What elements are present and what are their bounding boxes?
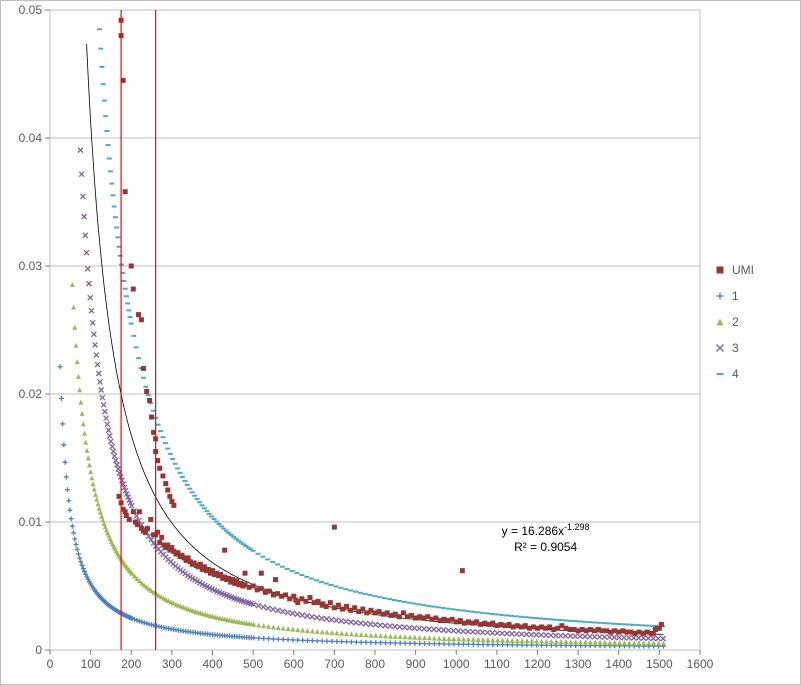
- x-tick-label: 1000: [443, 657, 470, 671]
- y-tick-label: 0: [35, 643, 42, 657]
- series-c4: [90, 0, 665, 626]
- legend-label: UMI: [732, 263, 754, 277]
- plot-border: [50, 10, 700, 650]
- chart-svg: 0 0.01 0.02 0.03 0.04 0.05 0 100 200 300 400 500 600…: [0, 0, 801, 685]
- legend-label: 2: [732, 315, 739, 329]
- series-umi: [117, 18, 664, 636]
- y-tick-label: 0.02: [19, 387, 43, 401]
- x-tick-label: 800: [365, 657, 385, 671]
- x-tick-label: 100: [81, 657, 101, 671]
- x-tick-label: 400: [202, 657, 222, 671]
- x-tick-label: 600: [284, 657, 304, 671]
- x-tick-label: 700: [324, 657, 344, 671]
- x-tick-label: 200: [121, 657, 141, 671]
- legend-label: 3: [732, 341, 739, 355]
- legend-label: 4: [732, 367, 739, 381]
- x-tick-label: 500: [243, 657, 263, 671]
- series-c3: [78, 148, 666, 642]
- y-tick-label: 0.03: [19, 259, 43, 273]
- x-tick-label: 1600: [687, 657, 714, 671]
- x-tick-label: 300: [162, 657, 182, 671]
- y-tick-label: 0.01: [19, 515, 43, 529]
- y-tick-label: 0.04: [19, 131, 43, 145]
- x-tick-label: 1100: [484, 657, 510, 671]
- series-c1: [58, 364, 666, 649]
- chart-container: 0 0.01 0.02 0.03 0.04 0.05 0 100 200 300 400 500 600…: [0, 0, 801, 685]
- x-tick-label: 1400: [605, 657, 632, 671]
- x-tick-label: 0: [47, 657, 54, 671]
- trendline-equation: y = 16.286x-1.298: [502, 522, 590, 538]
- series-c2: [70, 282, 666, 646]
- y-tick-label: 0.05: [19, 3, 43, 17]
- legend-label: 1: [732, 289, 739, 303]
- x-tick-label: 900: [406, 657, 426, 671]
- x-tick-label: 1300: [565, 657, 592, 671]
- x-tick-label: 1500: [646, 657, 673, 671]
- legend: UMI 1 2 3 4: [717, 263, 755, 381]
- trendline-r2: R² = 0.9054: [514, 540, 577, 554]
- x-tick-label: 1200: [524, 657, 551, 671]
